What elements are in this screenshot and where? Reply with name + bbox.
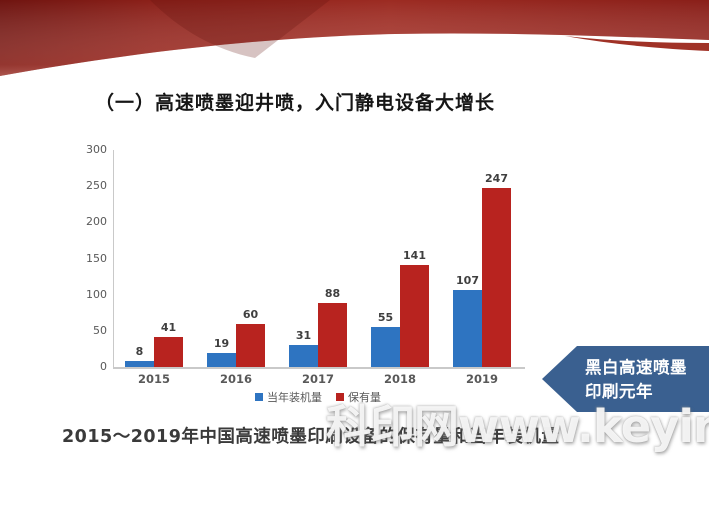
x-axis-tick-label: 2015 <box>137 372 170 386</box>
owned-bar <box>154 337 183 367</box>
legend-item: 保有量 <box>336 389 381 405</box>
bar-value-label: 55 <box>377 311 394 325</box>
legend-swatch <box>255 393 263 401</box>
installed-bar <box>289 344 318 367</box>
y-axis-tick-label: 250 <box>86 179 107 193</box>
x-axis-tick-label: 2018 <box>383 372 416 386</box>
callout-text-line2: 印刷元年 <box>585 381 653 401</box>
ribbon-highlight <box>0 0 709 76</box>
owned-bar <box>236 323 265 367</box>
legend-item: 当年装机量 <box>255 389 322 405</box>
chart-legend: 当年装机量 保有量 <box>113 389 523 405</box>
callout-arrow-shape <box>542 346 709 412</box>
owned-bar <box>482 188 511 367</box>
x-axis-line <box>113 367 525 369</box>
bar-value-label: 19 <box>213 337 230 351</box>
installed-bar <box>125 361 154 367</box>
y-axis-tick-label: 150 <box>86 251 107 265</box>
callout-arrow: 黑白高速喷墨 印刷元年 <box>542 346 709 412</box>
legend-label: 当年装机量 <box>267 391 322 404</box>
ribbon-bottom-sliver <box>565 36 709 51</box>
bar-value-label: 60 <box>242 307 259 321</box>
installed-bar <box>207 353 236 367</box>
installed-bar <box>371 327 400 367</box>
owned-bar <box>318 303 347 367</box>
y-axis-tick-label: 100 <box>86 287 107 301</box>
y-axis-tick-label: 50 <box>93 323 107 337</box>
top-ribbon-decoration <box>0 0 709 76</box>
y-axis-line <box>113 150 114 367</box>
x-axis-tick-label: 2017 <box>301 372 334 386</box>
bar-value-label: 107 <box>456 273 479 287</box>
bar-value-label: 8 <box>135 345 144 359</box>
chart-caption: 2015～2019年中国高速喷墨印刷设备的保有量和当年装机量 <box>62 427 560 447</box>
bar-value-label: 141 <box>403 249 426 262</box>
ribbon-fold-shadow <box>150 0 330 58</box>
legend-label: 保有量 <box>348 391 381 404</box>
owned-bar <box>400 265 429 367</box>
y-axis-tick-label: 200 <box>86 215 107 229</box>
y-axis-tick-label: 0 <box>100 360 107 373</box>
bar-value-label: 247 <box>485 172 508 186</box>
legend-swatch <box>336 393 344 401</box>
bar-value-label: 88 <box>324 287 341 301</box>
x-axis-tick-label: 2016 <box>219 372 252 386</box>
slide-title: （一）高速喷墨迎井喷，入门静电设备大增长 <box>95 92 496 114</box>
installed-bar <box>453 289 482 367</box>
x-axis-tick-label: 2019 <box>465 372 498 386</box>
bar-value-label: 31 <box>295 328 312 342</box>
callout-text-line1: 黑白高速喷墨 <box>585 357 687 377</box>
y-axis-tick-label: 300 <box>86 143 107 156</box>
bar-value-label: 41 <box>160 321 177 335</box>
